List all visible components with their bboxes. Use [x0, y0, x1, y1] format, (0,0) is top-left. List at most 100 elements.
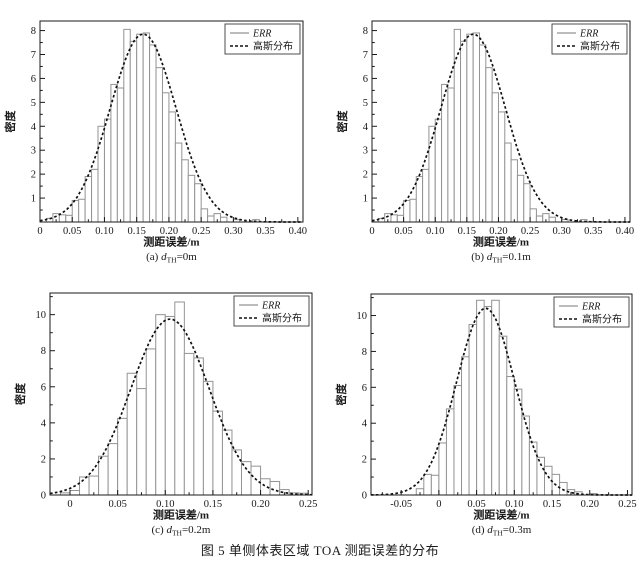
svg-text:0.25: 0.25 — [618, 499, 636, 510]
svg-text:-0.05: -0.05 — [390, 499, 412, 510]
y-axis-label: 密度 — [335, 110, 349, 133]
y-axis-label: 密度 — [13, 382, 27, 405]
legend-err-label: ERR — [579, 29, 598, 40]
svg-text:7: 7 — [363, 50, 368, 61]
svg-text:0.15: 0.15 — [128, 226, 146, 237]
tick-labels: -0.05 0 0.05 0.10 0.15 0.20 0.25 0 2 4 6 8 10 — [357, 311, 637, 510]
svg-text:6: 6 — [41, 382, 46, 393]
legend-box — [224, 23, 301, 55]
gaussian-curve — [49, 318, 313, 496]
axis-ticks — [50, 296, 309, 496]
svg-text:0.05: 0.05 — [108, 499, 126, 510]
svg-text:0.40: 0.40 — [289, 226, 307, 237]
svg-text:0.10: 0.10 — [156, 499, 174, 510]
plot-box — [370, 293, 633, 496]
svg-text:0: 0 — [436, 499, 441, 510]
svg-text:4: 4 — [362, 419, 368, 430]
svg-text:10: 10 — [36, 310, 47, 321]
x-axis-label: 测距误差/m — [143, 235, 199, 249]
subplot-caption: (b) dTH=0.1m — [471, 251, 531, 265]
svg-text:2: 2 — [31, 170, 36, 181]
svg-text:0.35: 0.35 — [584, 226, 602, 237]
svg-text:6: 6 — [31, 74, 36, 85]
svg-text:6: 6 — [362, 383, 367, 394]
svg-text:0.20: 0.20 — [251, 499, 269, 510]
svg-text:10: 10 — [357, 311, 368, 322]
subplot-caption: (a) dTH=0m — [146, 251, 197, 265]
svg-text:4: 4 — [41, 418, 47, 429]
subplot-a: 0 0.05 0.10 0.15 0.20 0.25 0.30 0.35 0.40 1 2 3 4 5 6 7… — [3, 20, 307, 265]
subplot-caption: (d) dTH=0.3m — [472, 524, 532, 538]
legend-gauss-label: 高斯分布 — [582, 313, 622, 326]
svg-text:0.05: 0.05 — [63, 226, 81, 237]
legend-box — [553, 296, 630, 328]
legend-err-label: ERR — [581, 302, 600, 313]
svg-text:5: 5 — [31, 98, 36, 109]
svg-text:8: 8 — [31, 26, 36, 37]
svg-text:2: 2 — [362, 455, 367, 466]
svg-text:4: 4 — [31, 122, 37, 133]
subplot-d: -0.05 0 0.05 0.10 0.15 0.20 0.25 0 2 4 6 8 10 测距误差/m 密… — [334, 293, 637, 538]
svg-text:1: 1 — [31, 194, 36, 205]
svg-text:5: 5 — [363, 98, 368, 109]
svg-text:8: 8 — [362, 347, 367, 358]
svg-text:0.35: 0.35 — [256, 226, 274, 237]
legend-box — [551, 23, 628, 55]
histogram-bars — [45, 28, 260, 223]
svg-text:0.40: 0.40 — [616, 226, 634, 237]
plot-box — [371, 20, 631, 223]
svg-text:0.05: 0.05 — [394, 226, 412, 237]
subplot-b: 0 0.05 0.10 0.15 0.20 0.25 0.30 0.35 0.40 1 2 3 4 5 6 7… — [335, 20, 634, 265]
svg-text:0: 0 — [41, 491, 46, 502]
svg-text:0.20: 0.20 — [160, 226, 178, 237]
svg-text:8: 8 — [363, 26, 368, 37]
svg-text:0.20: 0.20 — [489, 226, 507, 237]
y-axis-label: 密度 — [3, 110, 17, 133]
tick-labels: 0 0.05 0.10 0.15 0.20 0.25 0 2 4 6 8 10 — [36, 310, 318, 510]
svg-text:4: 4 — [363, 122, 369, 133]
svg-text:0.15: 0.15 — [204, 499, 222, 510]
subplot-c: 0 0.05 0.10 0.15 0.20 0.25 0 2 4 6 8 10 测距误差/m 密度 (c) … — [13, 292, 318, 538]
tick-labels: 0 0.05 0.10 0.15 0.20 0.25 0.30 0.35 0.40 1 2 3 4 5 6 7… — [31, 26, 307, 237]
svg-text:2: 2 — [363, 170, 368, 181]
axis-ticks — [371, 30, 626, 222]
svg-text:2: 2 — [41, 454, 46, 465]
svg-text:1: 1 — [363, 194, 368, 205]
svg-text:3: 3 — [31, 146, 36, 157]
svg-text:0.10: 0.10 — [505, 499, 523, 510]
svg-text:0.15: 0.15 — [543, 499, 561, 510]
svg-text:3: 3 — [363, 146, 368, 157]
axis-ticks — [371, 297, 628, 496]
svg-text:0.10: 0.10 — [95, 226, 113, 237]
tick-labels: 0 0.05 0.10 0.15 0.20 0.25 0.30 0.35 0.40 1 2 3 4 5 6 7… — [363, 26, 634, 237]
legend-box — [233, 295, 310, 327]
svg-text:7: 7 — [31, 50, 36, 61]
x-axis-label: 测距误差/m — [153, 508, 209, 522]
x-axis-label: 测距误差/m — [473, 508, 529, 522]
legend-gauss-label: 高斯分布 — [580, 40, 620, 53]
axis-ticks — [39, 30, 299, 222]
y-axis-label: 密度 — [334, 383, 348, 406]
histogram-bars — [377, 28, 588, 223]
plot-box — [49, 292, 313, 496]
legend-gauss-label: 高斯分布 — [262, 312, 302, 325]
svg-text:6: 6 — [363, 74, 368, 85]
svg-text:8: 8 — [41, 346, 46, 357]
svg-text:0.15: 0.15 — [458, 226, 476, 237]
figure-caption: 图 5 单侧体表区域 TOA 测距误差的分布 — [200, 543, 440, 558]
histogram-bars — [415, 299, 598, 496]
svg-text:0: 0 — [362, 491, 367, 502]
svg-text:0.25: 0.25 — [192, 226, 210, 237]
legend-gauss-label: 高斯分布 — [253, 40, 293, 53]
svg-text:0.25: 0.25 — [521, 226, 539, 237]
svg-text:0: 0 — [67, 499, 72, 510]
svg-text:0: 0 — [37, 226, 42, 237]
x-axis-label: 测距误差/m — [473, 235, 529, 249]
svg-text:0.20: 0.20 — [581, 499, 599, 510]
plot-box — [39, 20, 304, 223]
gaussian-curve — [371, 33, 630, 223]
svg-text:0.10: 0.10 — [426, 226, 444, 237]
